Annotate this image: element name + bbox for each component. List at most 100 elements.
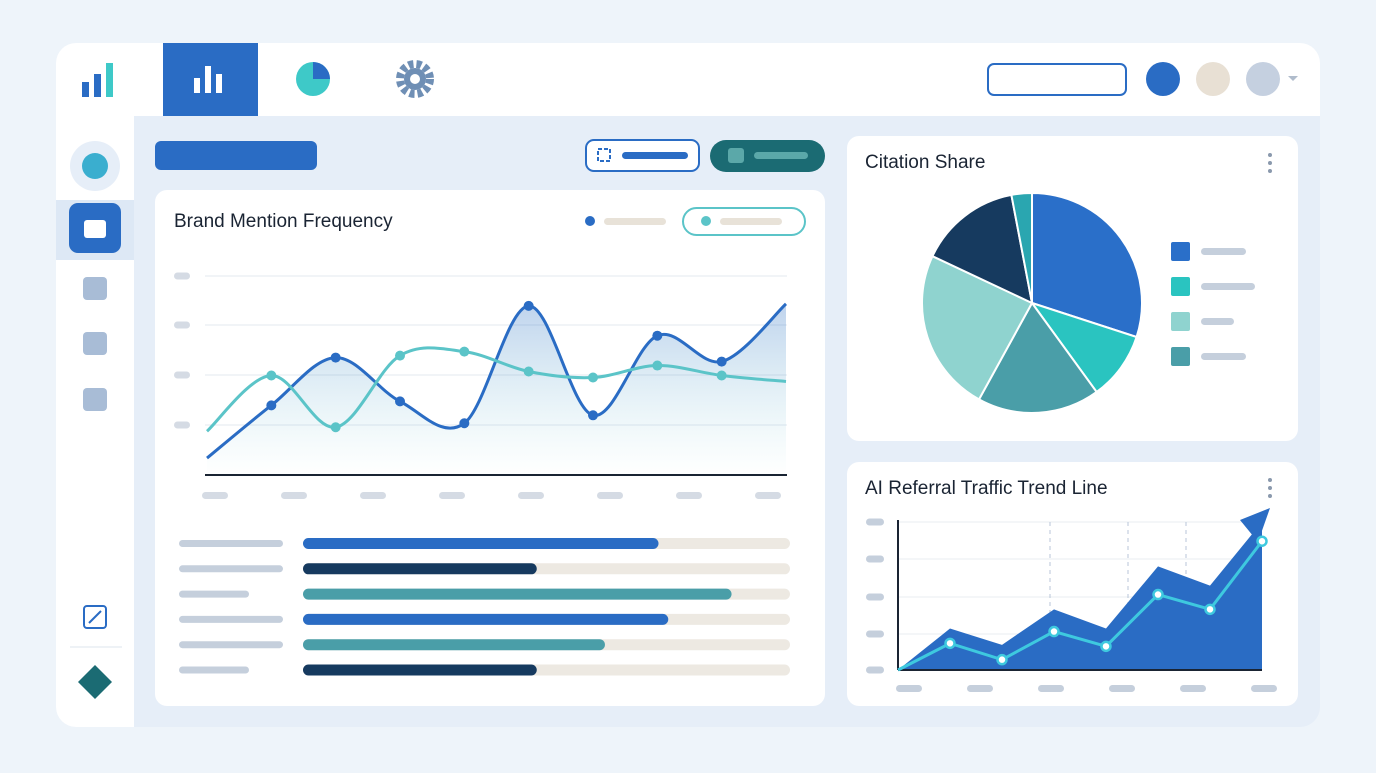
side-item[interactable] (83, 332, 107, 355)
placeholder-label (866, 518, 884, 526)
point (523, 300, 534, 311)
placeholder-label (1109, 685, 1135, 692)
legend-pill (720, 218, 782, 225)
placeholder-label (360, 492, 386, 499)
point (395, 350, 405, 361)
point (523, 366, 534, 377)
placeholder-label (1201, 318, 1234, 325)
point (716, 356, 727, 367)
placeholder-label (866, 630, 884, 638)
line (897, 540, 1264, 672)
placeholder-label (866, 593, 884, 601)
menu-dots[interactable] (1268, 478, 1272, 498)
point (652, 330, 663, 341)
line (206, 302, 788, 460)
menu-dots[interactable] (1268, 153, 1272, 173)
point (459, 418, 470, 429)
edit-icon[interactable] (83, 605, 107, 629)
point (330, 352, 341, 363)
placeholder-label (1038, 685, 1064, 692)
placeholder-label (174, 421, 190, 429)
point (395, 396, 405, 407)
label-pill (622, 152, 688, 159)
placeholder-label (1180, 685, 1206, 692)
legend-swatch (1171, 242, 1190, 261)
area (898, 522, 1262, 670)
placeholder-label (597, 492, 623, 499)
bar (303, 538, 659, 549)
avatar[interactable] (1146, 62, 1180, 96)
pie-slice (1031, 191, 1144, 339)
side-item[interactable] (83, 388, 107, 411)
avatar[interactable] (1196, 62, 1230, 96)
placeholder-label (1201, 283, 1255, 290)
legend-swatch (1171, 312, 1190, 331)
placeholder-label (179, 641, 283, 649)
placeholder-label (518, 492, 544, 499)
side-icon (84, 220, 106, 238)
bar (303, 613, 669, 625)
legend-dot (701, 216, 711, 226)
pie-slice (1010, 191, 1033, 304)
brand-mark (78, 665, 112, 699)
point (1152, 588, 1164, 601)
point (330, 422, 341, 433)
pie-slice (931, 193, 1034, 305)
logo (82, 63, 113, 97)
tab-icon (194, 66, 222, 93)
search-box[interactable] (987, 63, 1127, 96)
bar (303, 639, 605, 651)
legend-swatch (1171, 347, 1190, 366)
placeholder-label (179, 666, 249, 674)
panel-title: Brand Mention Frequency (174, 211, 393, 232)
point (652, 360, 663, 371)
placeholder-label (676, 492, 702, 499)
placeholder-label (174, 371, 190, 379)
legend-swatch (1171, 277, 1190, 296)
placeholder-label (1201, 353, 1246, 360)
side-item[interactable] (83, 277, 107, 300)
icon (728, 148, 744, 163)
point (1256, 535, 1268, 547)
placeholder-label (179, 540, 283, 547)
avatar[interactable] (1246, 62, 1280, 96)
bar (303, 563, 537, 575)
placeholder-label (755, 492, 781, 499)
placeholder-label (1251, 685, 1277, 692)
placeholder-label (281, 492, 307, 499)
point (588, 410, 598, 421)
side-icon (82, 153, 108, 179)
point (996, 653, 1008, 666)
point (716, 370, 727, 381)
point (1204, 603, 1216, 616)
placeholder-label (1201, 248, 1246, 255)
panel-title: Citation Share (865, 152, 985, 173)
placeholder-label (967, 685, 993, 692)
tab-settings[interactable] (396, 60, 434, 98)
point (1100, 640, 1112, 653)
placeholder-label (866, 666, 884, 674)
point (1048, 625, 1060, 638)
point (266, 400, 277, 411)
placeholder-label (174, 272, 190, 280)
point (459, 346, 470, 357)
header-pill (155, 141, 317, 170)
pie-slice (921, 254, 1034, 401)
panel-title: AI Referral Traffic Trend Line (865, 478, 1108, 499)
placeholder-label (179, 615, 283, 623)
area (207, 303, 786, 475)
dropdown-arrow[interactable] (1288, 76, 1298, 81)
line (205, 346, 787, 433)
point (944, 637, 956, 650)
tab-pie[interactable] (296, 62, 330, 96)
placeholder-label (174, 321, 190, 329)
sidebar (56, 116, 134, 727)
point (266, 370, 277, 381)
legend-pill (604, 218, 666, 225)
edit-icon (88, 610, 102, 624)
placeholder-label (179, 590, 249, 598)
placeholder-label (439, 492, 465, 499)
legend-dot (585, 216, 595, 226)
pie-slice (977, 301, 1099, 414)
